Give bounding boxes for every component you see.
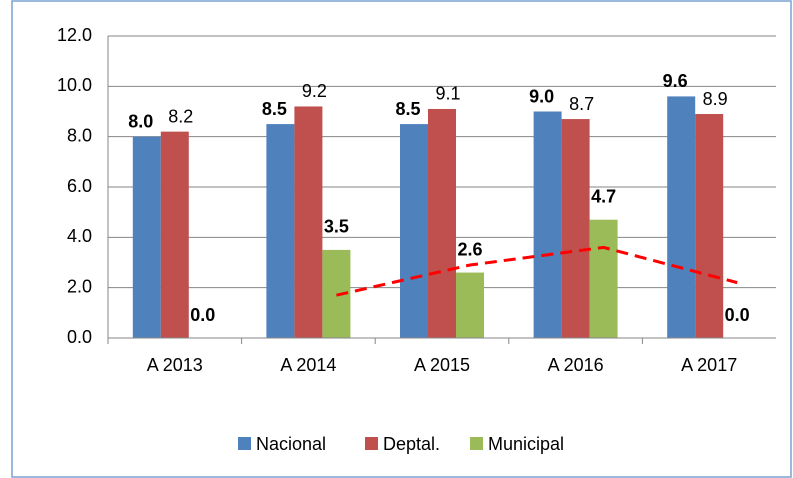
data-label: 8.7: [569, 94, 594, 114]
y-tick-label: 0.0: [67, 327, 92, 347]
legend-label: Municipal: [488, 434, 564, 454]
x-tick-label: A 2015: [414, 355, 470, 375]
data-label: 8.2: [168, 106, 193, 126]
y-tick-label: 12.0: [57, 25, 92, 45]
y-tick-label: 10.0: [57, 75, 92, 95]
data-label: 0.0: [190, 305, 215, 325]
data-label: 0.0: [725, 305, 750, 325]
bar: [160, 131, 189, 338]
data-label: 9.6: [663, 71, 688, 91]
data-label: 9.0: [529, 86, 554, 106]
bar: [266, 124, 295, 338]
data-label: 8.5: [262, 99, 287, 119]
data-label: 3.5: [324, 217, 349, 237]
x-tick-label: A 2013: [147, 355, 203, 375]
bar: [428, 108, 456, 338]
bar: [132, 136, 161, 338]
data-label: 9.1: [435, 84, 460, 104]
bar: [456, 272, 484, 338]
x-tick-label: A 2016: [548, 355, 604, 375]
bar: [589, 219, 618, 338]
x-tick-label: A 2017: [681, 355, 737, 375]
data-label: 8.9: [703, 89, 728, 109]
data-label: 8.0: [128, 111, 153, 131]
legend-swatch: [365, 437, 378, 450]
trend-line: [336, 245, 738, 297]
y-tick-label: 6.0: [67, 176, 92, 196]
bar: [695, 114, 724, 339]
bar: [667, 96, 696, 339]
y-tick-label: 4.0: [67, 226, 92, 246]
bar: [561, 119, 590, 338]
data-label: 8.5: [395, 99, 420, 119]
legend-swatch: [238, 437, 251, 450]
y-tick-label: 8.0: [67, 125, 92, 145]
legend-label: Deptal.: [383, 434, 440, 454]
x-tick-label: A 2014: [280, 355, 336, 375]
legend-swatch: [470, 437, 483, 450]
data-label: 9.2: [302, 81, 327, 101]
bar: [294, 106, 323, 338]
legend-label: Nacional: [256, 434, 326, 454]
bar: [533, 111, 562, 338]
data-label: 4.7: [591, 186, 616, 206]
bar: [400, 124, 428, 338]
data-label: 2.6: [457, 239, 482, 259]
y-tick-label: 2.0: [67, 276, 92, 296]
